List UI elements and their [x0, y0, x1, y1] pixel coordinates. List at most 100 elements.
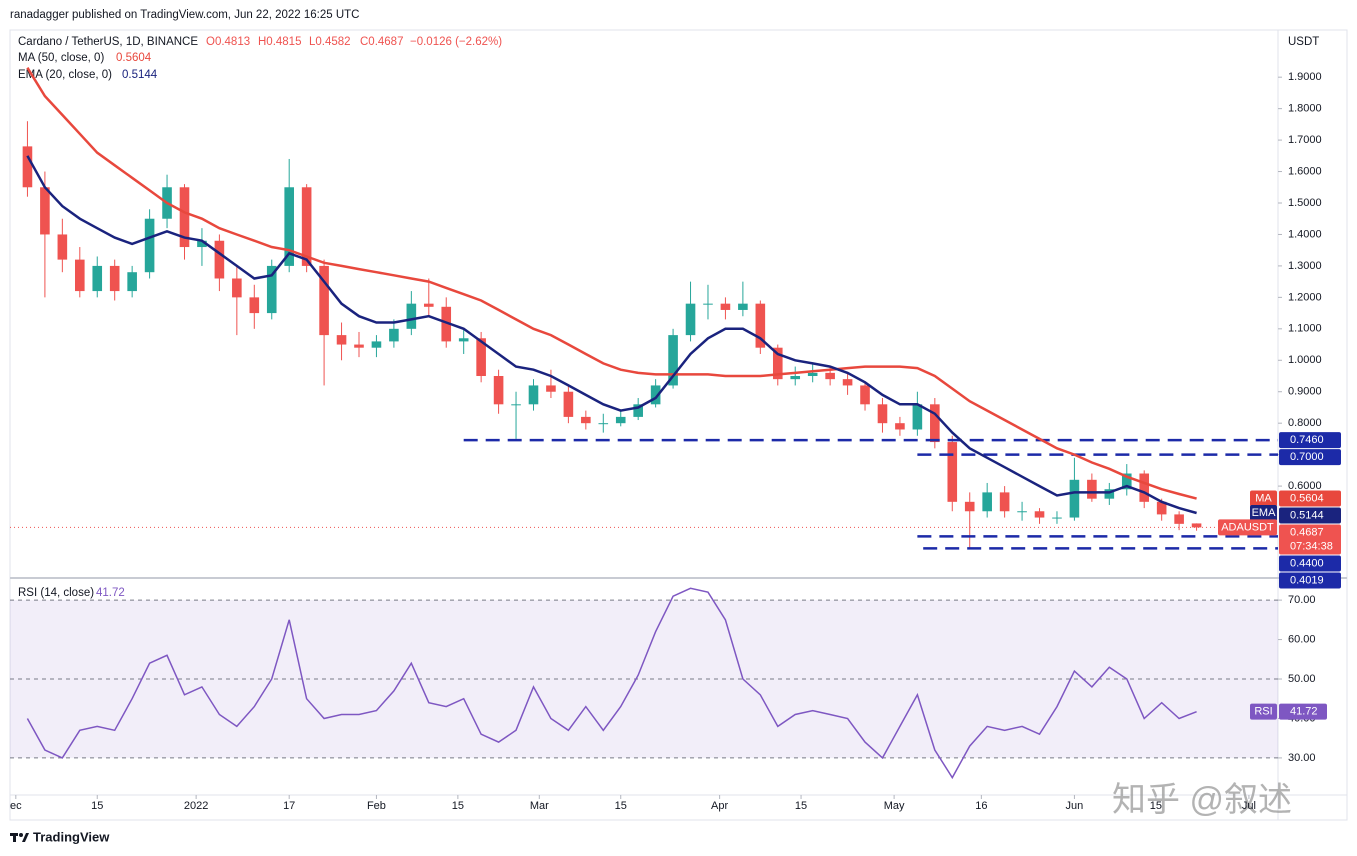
- candle-body: [441, 306, 452, 342]
- rsi-tag: [1279, 703, 1327, 720]
- candle-body: [772, 347, 783, 380]
- price-tag-name: MA: [1255, 492, 1272, 504]
- frame: [9, 29, 1348, 821]
- candle-body: [1139, 473, 1150, 502]
- rsi-line: [26, 587, 1197, 780]
- price-tag-name-box: [1218, 519, 1277, 536]
- price-tag-label: 0.4019: [1290, 574, 1324, 586]
- candle-body: [807, 372, 818, 377]
- logo: [10, 833, 29, 842]
- candle-body: [842, 379, 853, 386]
- candle-body: [336, 335, 347, 345]
- candle-body: [912, 404, 923, 430]
- x-tick-label: 15: [1150, 800, 1162, 812]
- y-tick-label: 1.4000: [1288, 228, 1322, 240]
- candle-body: [720, 303, 731, 310]
- rsi-tag-name-box: [1250, 703, 1277, 720]
- x-tick-label: 15: [91, 800, 103, 812]
- candle-body: [301, 187, 312, 266]
- price-tag: [1279, 449, 1341, 466]
- y-tick-label: 1.6000: [1288, 165, 1322, 177]
- x-tick-label: May: [884, 800, 905, 812]
- candle-body: [354, 344, 364, 348]
- candle-body: [703, 303, 713, 305]
- publisher: ranadagger published on TradingView.com,…: [10, 9, 360, 21]
- y-tick-label: 1.2000: [1288, 291, 1322, 303]
- rsi-legend-value: 41.72: [96, 587, 125, 599]
- ohlc-value: H0.4815: [258, 36, 301, 48]
- candle-body: [825, 372, 835, 380]
- candle-body: [738, 303, 748, 310]
- candle-body: [982, 492, 992, 512]
- candle-body: [563, 391, 574, 417]
- candle-body: [214, 240, 225, 279]
- candle-body: [423, 303, 434, 307]
- watermark: 知乎 @叙述: [1112, 781, 1292, 819]
- candle-body: [1174, 514, 1184, 524]
- rsi-tag-name: RSI: [1254, 706, 1272, 718]
- candle-body: [528, 385, 539, 405]
- candle-body: [685, 303, 696, 336]
- x-tick-label: 15: [795, 800, 807, 812]
- candles: [22, 121, 1202, 550]
- x-tick-label: Jun: [1066, 800, 1084, 812]
- candle-body: [860, 385, 870, 405]
- candle-body: [877, 404, 888, 424]
- candle-body: [895, 423, 905, 430]
- candle-body: [232, 278, 242, 298]
- y-tick-label: 1.9000: [1288, 71, 1322, 83]
- price-tag-label: 0.7000: [1290, 451, 1324, 463]
- candle-body: [1121, 473, 1132, 490]
- legend-value: 0.5604: [116, 52, 152, 64]
- y-tick-label: 1.7000: [1288, 134, 1322, 146]
- candle-body: [615, 416, 626, 424]
- x-tick-label: 2022: [184, 800, 208, 812]
- price-tag: [1279, 507, 1341, 524]
- candle-body: [476, 338, 486, 377]
- price-tag: [1279, 555, 1341, 572]
- indicator-line: [26, 155, 1197, 515]
- candle-body: [92, 265, 103, 292]
- legend-name: EMA (20, close, 0): [18, 69, 112, 81]
- rsi-tag-label: 41.72: [1290, 706, 1318, 718]
- x-tick-label: ec: [10, 800, 22, 812]
- ohlc-value: O0.4813: [206, 36, 250, 48]
- candle-body: [1017, 511, 1027, 513]
- price-tag-label: 0.5604: [1290, 492, 1324, 504]
- rsi-legend-name: RSI (14, close): [18, 587, 94, 599]
- price-tag: [1279, 524, 1341, 555]
- footer-brand: TradingView: [33, 829, 110, 844]
- candle-body: [947, 442, 958, 502]
- price-tag-label: 0.4400: [1290, 557, 1324, 569]
- candle-body: [197, 240, 207, 248]
- candle-body: [546, 385, 556, 392]
- candle-body: [127, 272, 137, 292]
- y-tick-label: 1.8000: [1288, 103, 1322, 115]
- candle-body: [1069, 479, 1080, 518]
- candle-body: [74, 259, 85, 292]
- candle-body: [57, 234, 68, 260]
- candle-body: [1034, 511, 1045, 518]
- candle-body: [1052, 517, 1062, 519]
- candle-body: [371, 341, 382, 348]
- x-tick-label: Apr: [711, 800, 728, 812]
- rsi-tick-label: 50.00: [1288, 673, 1316, 685]
- candle-body: [790, 376, 801, 380]
- legend-name: MA (50, close, 0): [18, 52, 104, 64]
- candle-body: [755, 303, 766, 348]
- candle-body: [319, 265, 329, 336]
- candle-body: [284, 187, 294, 266]
- candle-body: [999, 492, 1010, 512]
- candle-body: [22, 146, 33, 188]
- price-tag-countdown: 07:34:38: [1290, 540, 1333, 552]
- price-tag: [1279, 490, 1341, 507]
- axis-label: USDT: [1288, 36, 1319, 48]
- rsi-tick-label: 60.00: [1288, 633, 1316, 645]
- candle-body: [109, 265, 120, 292]
- candle-body: [1191, 523, 1202, 528]
- y-tick-label: 1.3000: [1288, 260, 1322, 272]
- price-tag-label: 0.7460: [1290, 434, 1324, 446]
- candle-body: [144, 218, 155, 273]
- x-tick-label: 15: [615, 800, 627, 812]
